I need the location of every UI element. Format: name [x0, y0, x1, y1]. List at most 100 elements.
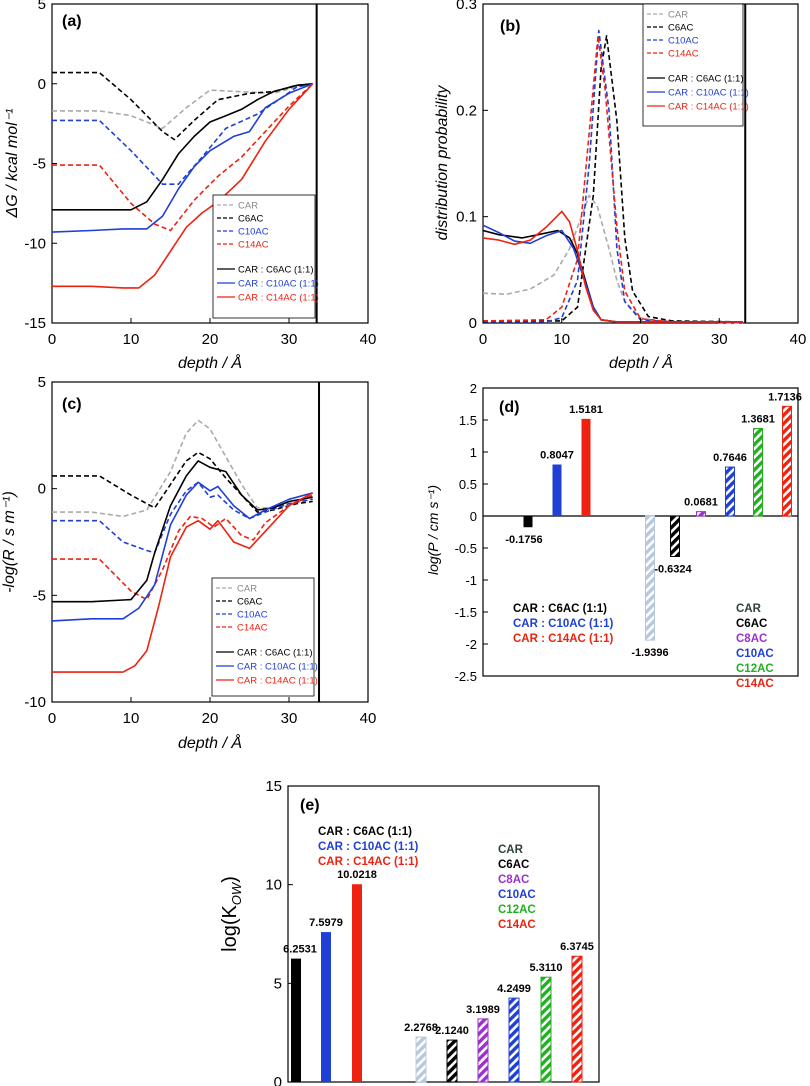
legend-mixture-label: CAR : C6AC (1:1): [513, 603, 607, 615]
series-line-c10ac: [483, 29, 743, 323]
bar-value-label: 2.1240: [435, 1025, 469, 1037]
bar-car-c14ac-1-1-: [352, 884, 362, 1082]
panel-label: (d): [499, 399, 519, 416]
y-tick-label: 0.5: [459, 477, 477, 492]
legend-mixture-label: CAR : C10AC (1:1): [513, 618, 613, 630]
plot-frame: [287, 785, 600, 1083]
x-tick-label: 0: [48, 331, 56, 348]
legend-label: C14AC: [238, 240, 269, 251]
bar-c10ac: [725, 466, 735, 517]
bar-value-label: 2.2768: [404, 1022, 438, 1034]
y-tick-label: -2: [465, 637, 477, 652]
y-tick-label: 15: [265, 778, 282, 795]
bar-value-label: -1.9396: [631, 647, 668, 659]
series-line-car: [482, 194, 743, 324]
bar-value-label: 5.3110: [529, 962, 562, 974]
x-tick-label: 20: [632, 331, 649, 348]
x-tick-label: 0: [48, 710, 56, 727]
legend-pure-label: C6AC: [736, 618, 767, 630]
bar-c8ac: [477, 1018, 489, 1083]
bar-car-c10ac-1-1-: [321, 932, 331, 1082]
bar-c10ac: [508, 997, 520, 1083]
legend-label: CAR : C14AC (1:1): [238, 293, 319, 304]
legend-pure-label: CAR: [498, 844, 524, 856]
x-tick-label: 40: [360, 710, 377, 727]
x-tick-label: 10: [123, 710, 140, 727]
series-line-c10ac: [52, 481, 313, 554]
series-line-c14ac: [52, 83, 314, 232]
series-line-car: [52, 419, 313, 518]
legend-pure-label: C14AC: [498, 919, 536, 931]
y-tick-label: -0.5: [455, 541, 477, 556]
legend-label: CAR : C6AC (1:1): [668, 74, 744, 85]
series-line-c6ac: [52, 451, 313, 513]
x-tick-label: 20: [202, 710, 219, 727]
bar-value-label: 6.3745: [560, 941, 594, 953]
bar-value-label: 10.0218: [337, 869, 377, 881]
bar-c14ac: [782, 405, 792, 517]
panel-label: (e): [300, 797, 320, 814]
x-tick-label: 20: [202, 331, 219, 348]
bar-car-c6ac-1-1-: [291, 958, 301, 1082]
legend-label: CAR : C6AC (1:1): [238, 265, 314, 276]
legend-box: [211, 577, 315, 697]
x-tick-label: 30: [711, 331, 728, 348]
series-line-c6ac: [52, 71, 313, 141]
series-line-car-c10ac-1-1-: [51, 481, 313, 622]
legend-label: CAR: [237, 584, 257, 595]
x-axis-label: depth / Å: [609, 353, 673, 372]
bar-value-label: 6.2531: [283, 944, 317, 956]
legend-pure-label: C8AC: [498, 874, 529, 886]
bar-value-label: 0.7646: [713, 452, 747, 464]
legend-mixture-label: CAR : C10AC (1:1): [318, 841, 418, 853]
legend-mixture-label: CAR : C14AC (1:1): [513, 633, 613, 645]
legend-pure-label: C10AC: [498, 889, 536, 901]
legend-pure-label: C6AC: [498, 859, 529, 871]
y-axis-label: log(KOW): [219, 876, 244, 952]
y-tick-label: 0: [470, 509, 477, 524]
bar-car: [645, 515, 655, 641]
series-line-c10ac: [52, 83, 313, 185]
y-tick-label: -15: [24, 315, 46, 332]
bar-c8ac: [696, 511, 706, 517]
y-tick-label: -5: [33, 587, 46, 604]
y-tick-label: -2.5: [455, 669, 477, 684]
y-tick-label: 0: [469, 315, 477, 332]
legend-mixture-label: CAR : C14AC (1:1): [318, 856, 418, 868]
bar-value-label: 4.2499: [497, 983, 531, 995]
legend-mixture-label: CAR : C6AC (1:1): [318, 826, 412, 838]
y-tick-label: 0.1: [456, 209, 477, 226]
x-axis-label: depth / Å: [178, 353, 242, 372]
y-tick-label: 0.2: [456, 102, 477, 119]
bar-value-label: 0.0681: [684, 497, 718, 509]
y-tick-label: -1.5: [455, 605, 477, 620]
plot-frame: [482, 387, 799, 677]
x-tick-label: 40: [360, 331, 377, 348]
panel-label: (a): [62, 13, 82, 30]
x-tick-label: 0: [479, 331, 487, 348]
legend-label: CAR: [238, 201, 258, 212]
series-line-car-c10ac-1-1-: [482, 224, 743, 323]
legend-label: CAR: [668, 10, 688, 21]
y-tick-label: 10: [265, 877, 282, 894]
x-axis-label: depth / Å: [178, 733, 242, 752]
series-line-c6ac: [483, 35, 743, 323]
bar-value-label: 1.5181: [569, 404, 603, 416]
x-tick-label: 30: [281, 331, 298, 348]
legend-label: C10AC: [237, 610, 268, 621]
bar-c6ac: [670, 515, 680, 557]
series-line-car: [52, 83, 313, 130]
y-axis-label: -log(R / s m⁻¹): [1, 491, 18, 593]
legend-label: CAR : C10AC (1:1): [238, 279, 319, 290]
y-axis-label: log(P / cm s⁻¹): [425, 485, 441, 575]
plot-frame: [51, 381, 369, 703]
chart-panel-b: 0 10 20 30 40 0 0.1 0.2 0.3 (b) depth / Å distribut…: [434, 0, 806, 372]
legend-label: C10AC: [668, 36, 699, 47]
y-tick-label: -1: [465, 573, 477, 588]
series-line-car-c14ac-1-1-: [52, 492, 314, 673]
x-tick-label: 40: [790, 331, 807, 348]
bar-c6ac: [446, 1039, 458, 1083]
series-line-c14ac: [482, 35, 743, 323]
